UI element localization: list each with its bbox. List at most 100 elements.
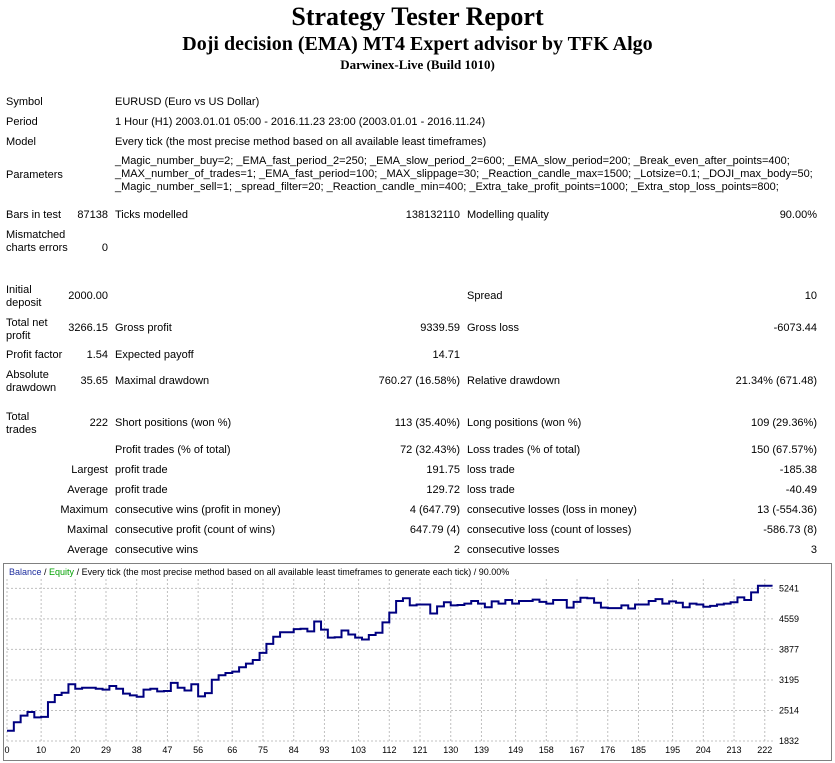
x-tick-label: 47 (162, 745, 172, 755)
x-tick-label: 103 (351, 745, 366, 755)
reldd-value: 21.34% (671.48) (735, 375, 817, 387)
server-info: Darwinex-Live (Build 1010) (340, 57, 495, 72)
chart-legend: Balance / Equity / Every tick (the most … (9, 567, 509, 577)
maximal-label: Maximal (67, 524, 108, 536)
parameters-label: Parameters (6, 169, 63, 181)
largest-profit-label: profit trade (115, 464, 168, 476)
mismatch-value: 0 (101, 242, 108, 254)
largest-profit-value: 191.75 (426, 464, 460, 476)
short-label: Short positions (won %) (115, 417, 232, 429)
x-tick-label: 158 (539, 745, 554, 755)
ticks-value: 138132110 (405, 209, 460, 221)
reldd-label: Relative drawdown (467, 375, 560, 387)
grossprofit-value: 9339.59 (420, 322, 460, 334)
x-tick-label: 56 (193, 745, 203, 755)
x-tick-label: 176 (600, 745, 615, 755)
average-profit-label: profit trade (115, 484, 168, 496)
average-loss-value: -40.49 (785, 484, 817, 496)
ticks-label: Ticks modelled (115, 209, 188, 221)
y-tick-label: 1832 (779, 736, 799, 746)
maximal-loss-value: -586.73 (8) (763, 524, 817, 536)
x-tick-label: 75 (258, 745, 268, 755)
average-label: Average (67, 484, 108, 496)
x-tick-label: 93 (319, 745, 329, 755)
report-subtitle: Doji decision (EMA) MT4 Expert advisor b… (182, 33, 653, 55)
quality-value: 90.00% (779, 209, 817, 221)
maximal-profit-value: 647.79 (4) (409, 524, 460, 536)
x-tick-label: 185 (631, 745, 646, 755)
chart-grid (6, 579, 775, 742)
model-value: Every tick (the most precise method base… (115, 136, 487, 148)
maximal-profit-label: consecutive profit (count of wins) (115, 524, 276, 536)
quality-label: Modelling quality (467, 209, 549, 221)
trades-label: Total trades (6, 411, 37, 436)
x-tick-label: 29 (101, 745, 111, 755)
long-label: Long positions (won %) (467, 417, 582, 429)
x-tick-label: 130 (443, 745, 458, 755)
long-value: 109 (29.36%) (750, 417, 817, 429)
mismatch-label: Mismatched charts errors (6, 229, 68, 254)
losstr-value: 150 (67.57%) (750, 444, 817, 456)
x-tick-label: 121 (412, 745, 427, 755)
x-tick-label: 167 (570, 745, 585, 755)
y-tick-label: 3877 (779, 644, 799, 654)
x-tick-label: 222 (757, 745, 772, 755)
period-value: 1 Hour (H1) 2003.01.01 05:00 - 2016.11.2… (115, 116, 486, 128)
balance-chart: 0 10 20 29 38 47 56 66 75 84 93 103 112 121 130 139 149 1… (3, 563, 832, 761)
average-loss-label: loss trade (467, 484, 515, 496)
spread-label: Spread (467, 290, 503, 302)
max-losses-label: consecutive losses (loss in money) (467, 504, 637, 516)
payoff-value: 14.71 (432, 349, 460, 361)
period-label: Period (6, 116, 38, 128)
legend-balance: Balance (9, 567, 42, 577)
largest-loss-label: loss trade (467, 464, 515, 476)
netprofit-label: Total net profit (6, 317, 48, 342)
avg-wins-label: consecutive wins (115, 544, 199, 556)
bars-label: Bars in test (6, 209, 62, 221)
y-tick-label: 2514 (779, 705, 799, 715)
avg-losses-value: 3 (810, 544, 817, 556)
profittr-value: 72 (32.43%) (400, 444, 460, 456)
spread-value: 10 (804, 290, 817, 302)
pf-value: 1.54 (86, 349, 108, 361)
avgcons-label: Average (67, 544, 108, 556)
x-tick-label: 66 (227, 745, 237, 755)
max-losses-value: 13 (-554.36) (757, 504, 817, 516)
largest-loss-value: -185.38 (779, 464, 817, 476)
x-tick-label: 10 (36, 745, 46, 755)
balance-series-line (7, 584, 773, 732)
largest-label: Largest (71, 464, 108, 476)
grossloss-label: Gross loss (467, 322, 519, 334)
deposit-value: 2000.00 (68, 290, 108, 302)
x-tick-label: 195 (665, 745, 680, 755)
x-tick-label: 139 (474, 745, 489, 755)
avg-wins-value: 2 (453, 544, 460, 556)
max-wins-label: consecutive wins (profit in money) (115, 504, 281, 516)
x-tick-label: 0 (4, 745, 9, 755)
x-tick-label: 204 (696, 745, 711, 755)
grossloss-value: -6073.44 (773, 322, 817, 334)
chart-frame (3, 563, 832, 761)
trades-value: 222 (89, 417, 108, 429)
deposit-label: Initial deposit (6, 284, 42, 309)
parameters-line-2: _MAX_number_of_trades=1; _EMA_fast_perio… (115, 168, 813, 180)
y-axis-ticks: 1832 2514 3195 3877 4559 5241 (779, 583, 799, 746)
x-tick-label: 84 (289, 745, 299, 755)
maximum-label: Maximum (60, 504, 108, 516)
profittr-label: Profit trades (% of total) (115, 444, 231, 456)
maxdd-value: 760.27 (16.58%) (378, 375, 460, 387)
short-value: 113 (35.40%) (394, 417, 460, 429)
x-tick-label: 38 (132, 745, 142, 755)
legend-equity: Equity (49, 567, 75, 577)
y-tick-label: 3195 (779, 675, 799, 685)
x-tick-label: 20 (70, 745, 80, 755)
x-tick-label: 112 (382, 745, 396, 755)
avg-losses-label: consecutive losses (467, 544, 560, 556)
absdd-value: 35.65 (80, 375, 108, 387)
legend-description: / Every tick (the most precise method ba… (74, 567, 509, 577)
symbol-value: EURUSD (Euro vs US Dollar) (115, 96, 260, 108)
y-tick-label: 4559 (779, 614, 799, 624)
y-tick-label: 5241 (779, 583, 799, 593)
payoff-label: Expected payoff (115, 349, 194, 361)
x-tick-label: 149 (508, 745, 523, 755)
